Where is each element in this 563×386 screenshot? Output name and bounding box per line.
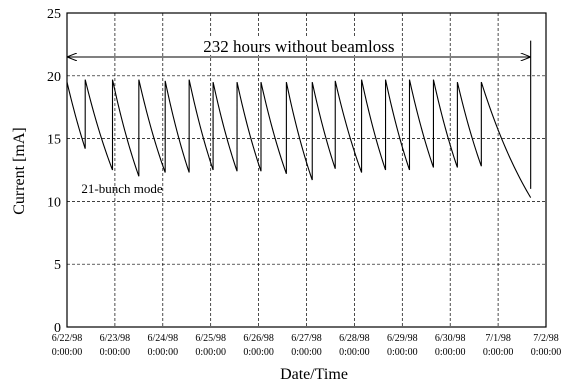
current-series (66, 40, 532, 198)
y-tick-label: 5 (54, 258, 61, 273)
x-tick-time: 0:00:00 (195, 347, 226, 358)
x-tick-time: 0:00:00 (387, 347, 418, 358)
x-tick-date: 6/25/98 (195, 333, 226, 344)
x-tick-time: 0:00:00 (435, 347, 466, 358)
x-tick-time: 0:00:00 (52, 347, 83, 358)
x-tick-time: 0:00:00 (100, 347, 131, 358)
plot-frame (66, 12, 547, 328)
y-tick-label: 25 (47, 7, 61, 22)
x-tick-date: 6/24/98 (148, 333, 179, 344)
annotations: 232 hours without beamloss 21-bunch mode (68, 37, 530, 196)
x-tick-time: 0:00:00 (339, 347, 370, 358)
y-tick-label: 20 (47, 70, 61, 85)
x-tick-date: 6/27/98 (291, 333, 322, 344)
x-tick-labels: 6/22/98 0:00:00 6/23/98 0:00:00 6/24/98 0:00:… (52, 333, 562, 358)
x-tick-date: 7/2/98 (533, 333, 559, 344)
y-axis-label: Current [mA] (11, 127, 28, 215)
grid-lines (67, 13, 546, 327)
x-axis-label: Date/Time (280, 366, 348, 383)
y-tick-labels: 0 5 10 15 20 25 (47, 7, 61, 336)
duration-label-background (198, 37, 399, 55)
y-tick-label: 15 (47, 133, 61, 148)
x-tick-date: 6/28/98 (339, 333, 370, 344)
current-line (66, 79, 532, 198)
x-tick-time: 0:00:00 (291, 347, 322, 358)
x-tick-date: 7/1/98 (485, 333, 511, 344)
x-tick-date: 6/23/98 (100, 333, 131, 344)
x-tick-date: 6/22/98 (52, 333, 83, 344)
x-tick-date: 6/30/98 (435, 333, 466, 344)
x-tick-date: 6/29/98 (387, 333, 418, 344)
mode-label: 21-bunch mode (81, 181, 162, 196)
y-tick-label: 0 (54, 321, 61, 336)
x-tick-time: 0:00:00 (148, 347, 179, 358)
duration-label: 232 hours without beamloss (203, 37, 394, 56)
y-tick-label: 10 (47, 195, 61, 210)
x-tick-time: 0:00:00 (531, 347, 562, 358)
x-tick-time: 0:00:00 (483, 347, 514, 358)
x-tick-date: 6/26/98 (243, 333, 274, 344)
x-tick-time: 0:00:00 (243, 347, 274, 358)
